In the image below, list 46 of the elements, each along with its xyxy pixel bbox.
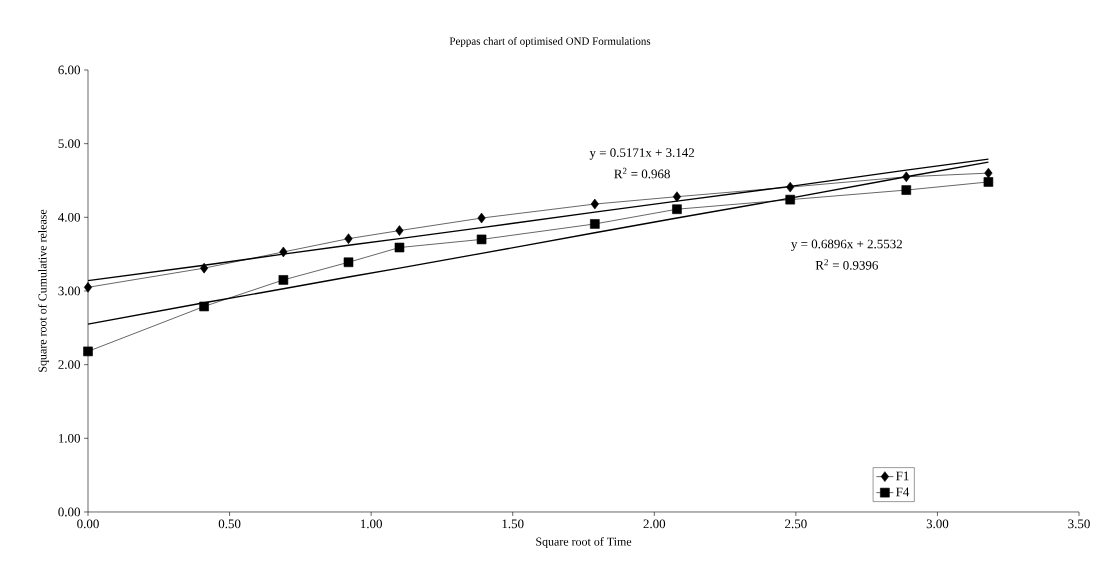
point [786, 181, 795, 193]
annotation: y = 0.5171x + 3.142 [589, 148, 695, 160]
point [901, 185, 912, 195]
chart-title: Peppas chart of optimised OND Formulations [449, 36, 651, 48]
x-tick-label: 0.50 [218, 519, 241, 529]
x-tick-label: 3.00 [926, 519, 949, 529]
y-tick-label: 4.00 [58, 212, 81, 222]
annotation: y = 0.6896x + 2.5532 [791, 239, 902, 252]
x-tick-label: 0.00 [77, 519, 99, 529]
point [83, 346, 93, 357]
annotation: R$^{2}$ = 0.968 [614, 167, 670, 179]
point [394, 242, 405, 253]
point [476, 234, 487, 245]
point [278, 275, 289, 285]
x-tick-label: 1.00 [360, 519, 382, 529]
point [983, 177, 994, 187]
y-tick-label: 5.00 [58, 139, 81, 149]
point [83, 282, 93, 293]
y-tick-label: 3.00 [58, 286, 81, 296]
point [590, 219, 600, 229]
point [200, 262, 209, 274]
annotation: R$^{2}$ = 0.9396 [815, 259, 878, 270]
legend-label: F4 [896, 487, 910, 497]
point [199, 301, 209, 312]
point [343, 257, 354, 268]
y-tick-label: 1.00 [58, 433, 81, 443]
x-tick-label: 2.00 [643, 519, 666, 529]
point [672, 204, 682, 214]
y-tick-label: 6.00 [58, 65, 81, 75]
point [902, 171, 911, 183]
x-tick-label: 3.50 [1068, 519, 1090, 529]
x-tick-label: 1.50 [502, 519, 524, 529]
y-axis-title: Square root of Cumulative release [38, 209, 50, 372]
y-tick-label: 0.00 [58, 507, 81, 517]
point [477, 212, 486, 224]
point [672, 191, 681, 202]
point [785, 194, 795, 205]
point [984, 167, 993, 179]
x-tick-label: 2.50 [785, 519, 807, 529]
x-axis-title: Square root of Time [536, 537, 632, 549]
point [344, 233, 353, 244]
point [279, 246, 288, 258]
y-tick-label: 2.00 [58, 360, 81, 370]
legend-label: F1 [896, 471, 909, 481]
point [395, 225, 404, 236]
point [590, 198, 599, 210]
